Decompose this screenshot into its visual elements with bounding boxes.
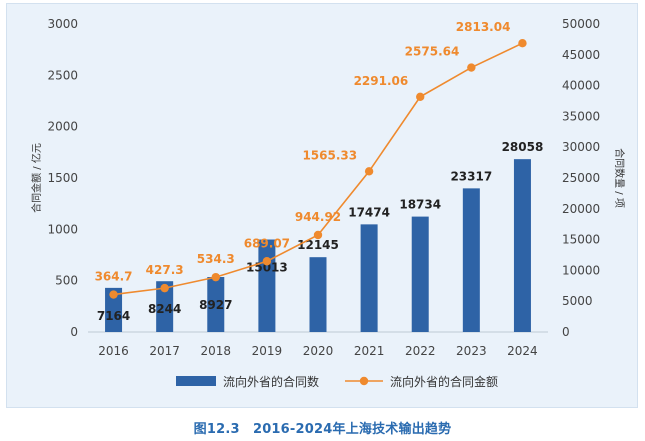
bar-data-label: 8244 — [148, 302, 181, 316]
line-data-label: 689.07 — [244, 236, 290, 250]
right-axis-tick: 50000 — [562, 17, 600, 31]
line-data-label: 534.3 — [197, 252, 235, 266]
bar-contract-count — [360, 224, 378, 332]
line-data-label: 427.3 — [146, 263, 184, 277]
line-data-label: 2575.64 — [405, 45, 460, 59]
left-axis-tick: 500 — [55, 274, 78, 288]
bar-contract-count — [309, 257, 327, 332]
bar-data-label: 8927 — [199, 298, 232, 312]
x-axis-tick: 2017 — [149, 344, 180, 358]
bar-contract-count — [156, 281, 174, 332]
line-data-label: 1565.33 — [302, 148, 357, 162]
bar-data-label: 12145 — [297, 238, 339, 252]
right-axis-tick: 0 — [562, 325, 570, 339]
line-point-contract-amount — [160, 283, 169, 293]
left-axis-tick: 1500 — [47, 171, 78, 185]
left-axis-tick: 3000 — [47, 17, 78, 31]
x-axis-tick: 2022 — [405, 344, 436, 358]
line-data-label: 2813.04 — [456, 20, 511, 34]
bar-data-label: 28058 — [502, 140, 544, 154]
left-axis-tick: 1000 — [47, 222, 78, 236]
line-point-contract-amount — [262, 257, 272, 266]
legend-label-line: 流向外省的合同金额 — [390, 374, 498, 389]
chart-frame — [6, 3, 638, 408]
right-axis-tick: 45000 — [562, 48, 600, 62]
figure-caption: 图12.3 2016-2024年上海技术输出趋势 — [193, 422, 452, 437]
bar-data-label: 18734 — [399, 198, 441, 212]
right-axis-tick: 30000 — [562, 140, 600, 154]
line-point-contract-amount — [416, 92, 425, 101]
right-axis-tick: 35000 — [562, 109, 600, 123]
x-axis-tick: 2019 — [252, 344, 283, 358]
line-data-label: 2291.06 — [354, 74, 409, 88]
line-data-label: 364.7 — [95, 270, 133, 284]
bar-contract-count — [411, 216, 429, 332]
bar-contract-count — [207, 277, 225, 332]
x-axis-tick: 2020 — [303, 344, 334, 358]
right-axis-tick: 10000 — [562, 263, 600, 277]
x-axis-tick: 2024 — [507, 344, 538, 358]
x-axis-tick: 2018 — [201, 344, 232, 358]
right-axis-tick: 15000 — [562, 233, 600, 247]
right-axis-title: 合同数量 / 项 — [613, 148, 626, 208]
legend-swatch-marker — [359, 376, 369, 386]
bar-contract-count — [513, 159, 531, 332]
legend-label-bar: 流向外省的合同数 — [223, 374, 319, 389]
right-axis-tick: 25000 — [562, 171, 600, 185]
line-point-contract-amount — [467, 63, 476, 72]
left-axis-tick: 2500 — [47, 68, 78, 82]
x-axis-tick: 2023 — [456, 344, 487, 358]
left-axis-tick: 0 — [70, 325, 78, 339]
chart-canvas: 0500100015002000250030000500010000150002… — [30, 17, 626, 389]
right-axis-tick: 40000 — [562, 79, 600, 93]
right-axis-tick: 5000 — [562, 294, 593, 308]
x-axis-tick: 2016 — [98, 344, 129, 358]
line-point-contract-amount — [313, 230, 323, 240]
left-axis-tick: 2000 — [47, 120, 78, 134]
line-data-label: 944.92 — [295, 210, 341, 224]
bar-contract-count — [258, 239, 276, 332]
bar-data-label: 23317 — [450, 169, 492, 183]
left-axis-title: 合同金额 / 亿元 — [30, 143, 43, 213]
line-point-contract-amount — [211, 272, 220, 282]
line-point-contract-amount — [364, 167, 374, 176]
bar-data-label: 17474 — [348, 205, 390, 219]
bar-data-label: 7164 — [97, 309, 130, 323]
right-axis-tick: 20000 — [562, 202, 600, 216]
legend-swatch-bar — [176, 376, 216, 386]
line-point-contract-amount — [109, 290, 118, 299]
line-point-contract-amount — [518, 38, 527, 48]
bar-contract-count — [105, 287, 123, 332]
bar-contract-count — [462, 188, 480, 332]
x-axis-tick: 2021 — [354, 344, 385, 358]
